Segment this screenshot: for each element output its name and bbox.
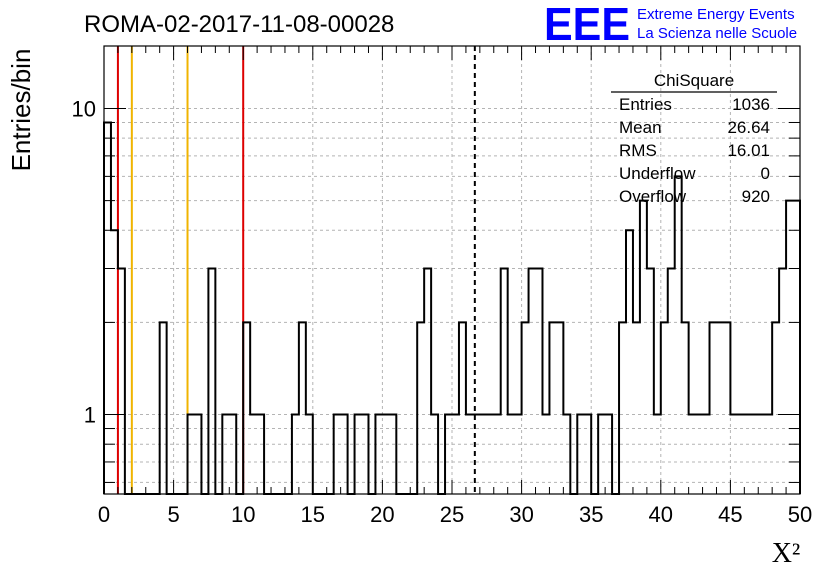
histogram-bin [675,176,682,494]
histogram-bin [160,322,167,494]
x-axis-label: X² [772,538,801,569]
histogram-bin [104,122,111,494]
histogram-bin [299,322,306,494]
stats-value: 16.01 [727,141,770,160]
x-tick-label: 40 [649,502,673,527]
histogram-bin [626,230,633,494]
histogram-bin [793,201,800,494]
stats-value: 26.64 [727,118,770,137]
x-tick-label: 10 [231,502,255,527]
x-tick-label: 45 [718,502,742,527]
histogram-bin [661,322,668,494]
histogram-bin [633,322,640,494]
x-tick-label: 25 [440,502,464,527]
histogram-bin [243,322,250,494]
histogram-bin [716,322,723,494]
histogram-bin [111,230,118,494]
histogram-bin [529,269,536,494]
eee-logo-letters: EEE [544,0,630,50]
x-tick-label: 0 [98,502,110,527]
stats-label: Overflow [619,187,687,206]
histogram-bin [208,269,215,494]
stats-label: Underflow [619,164,696,183]
y-tick-label: 10 [72,96,96,121]
x-tick-label: 50 [788,502,812,527]
x-tick-label: 5 [167,502,179,527]
chart-title: ROMA-02-2017-11-08-00028 [84,11,394,38]
histogram-bin [640,201,647,494]
histogram-bin [424,269,431,494]
y-axis-label: Entries/bin [6,49,36,172]
grid-lines [104,46,800,494]
histogram-bin [459,322,466,494]
x-tick-label: 20 [370,502,394,527]
stats-label: RMS [619,141,657,160]
histogram-bin [723,322,730,494]
stats-label: Mean [619,118,662,137]
histogram-bin [118,269,125,494]
x-tick-label: 15 [301,502,325,527]
histogram-bin [417,322,424,494]
histogram-bin [682,322,689,494]
x-tick-label: 35 [579,502,603,527]
x-tick-label: 30 [509,502,533,527]
histogram-bin [522,322,529,494]
histogram-bin [668,269,675,494]
histogram-bin [556,322,563,494]
eee-logo-line2: La Scienza nelle Scuole [637,25,797,42]
histogram-bin [647,269,654,494]
stats-rows: Entries 1036 Mean 26.64 RMS 16.01 Underflow 0 Ov… [619,95,770,206]
stats-label: Entries [619,95,672,114]
histogram-bin [549,322,556,494]
histogram-bin [619,322,626,494]
histogram-bin [501,269,508,494]
histogram-bin [779,269,786,494]
histogram-bin [772,322,779,494]
histogram-bin [786,201,793,494]
y-tick-label: 1 [84,403,96,428]
stats-value: 920 [742,187,770,206]
marker-lines [116,46,476,494]
stats-box: ChiSquare Entries 1036 Mean 26.64 RMS 16.01 Un… [611,71,777,206]
stats-value: 1036 [732,95,770,114]
stats-value: 0 [761,164,770,183]
histogram-bin [536,269,543,494]
axis-ticks: 0 5 10 15 20 25 30 35 40 45 50 1 10 [72,46,812,527]
histogram-bin [710,322,717,494]
stats-title: ChiSquare [654,71,734,90]
eee-logo-line1: Extreme Energy Events [637,6,795,23]
eee-logo: EEE Extreme Energy Events La Scienza nel… [544,0,797,50]
